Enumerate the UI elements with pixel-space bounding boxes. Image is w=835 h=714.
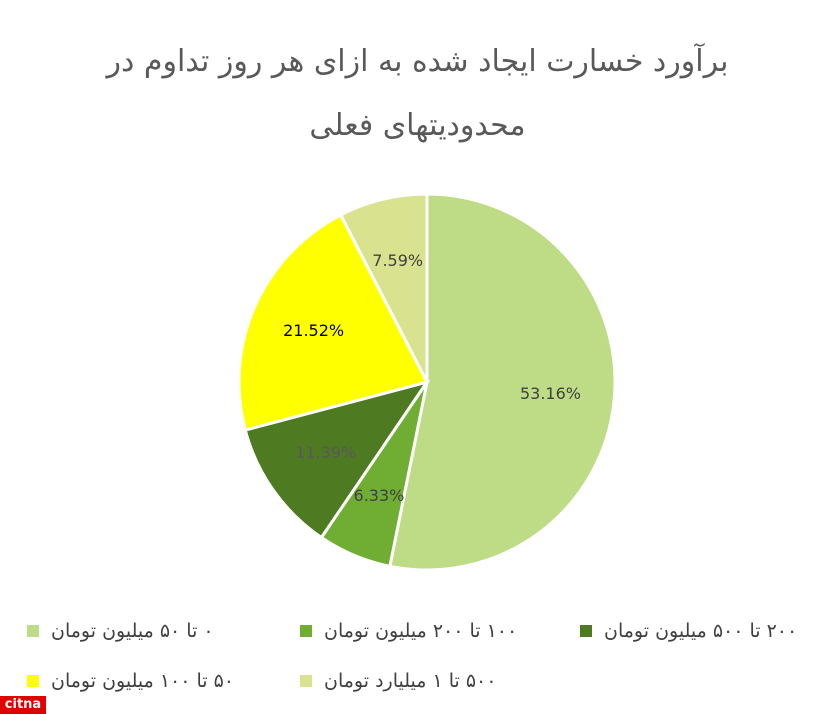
data-label: 7.59%: [372, 251, 423, 270]
pie-slice: [338, 192, 429, 383]
legend-item: ۰ تا ۵۰ میلیون تومان: [27, 620, 214, 642]
legend-swatch: [27, 625, 39, 637]
legend-label: ۱۰۰ تا ۲۰۰ میلیون تومان: [324, 620, 518, 642]
pie-slice: [237, 212, 430, 432]
data-label: 53.16%: [520, 384, 581, 403]
data-label: 11.39%: [295, 443, 356, 462]
legend-item: ۵۰۰ تا ۱ میلیارد تومان: [300, 670, 496, 692]
legend-swatch: [27, 675, 39, 687]
legend-label: ۵۰۰ تا ۱ میلیارد تومان: [324, 670, 497, 692]
legend-item: ۲۰۰ تا ۵۰۰ میلیون تومان: [580, 620, 797, 642]
legend-swatch: [300, 625, 312, 637]
data-label: 21.52%: [283, 321, 344, 340]
legend-item: ۵۰ تا ۱۰۰ میلیون تومان: [27, 670, 234, 692]
pie-slice: [388, 192, 617, 572]
legend-swatch: [580, 625, 592, 637]
pie-slice: [243, 379, 431, 540]
legend-label: ۵۰ تا ۱۰۰ میلیون تومان: [51, 670, 235, 692]
data-label: 6.33%: [354, 486, 405, 505]
legend-label: ۲۰۰ تا ۵۰۰ میلیون تومان: [604, 620, 798, 642]
chart: 53.16% 6.33% 11.39% 21.52% 7.59%: [237, 192, 617, 572]
legend-item: ۱۰۰ تا ۲۰۰ میلیون تومان: [300, 620, 517, 642]
legend-label: ۰ تا ۵۰ میلیون تومان: [51, 620, 214, 642]
chart-title: برآورد خسارت ایجاد شده به ازای هر روز تد…: [106, 44, 729, 143]
legend-swatch: [300, 675, 312, 687]
watermark: citna: [0, 696, 46, 714]
